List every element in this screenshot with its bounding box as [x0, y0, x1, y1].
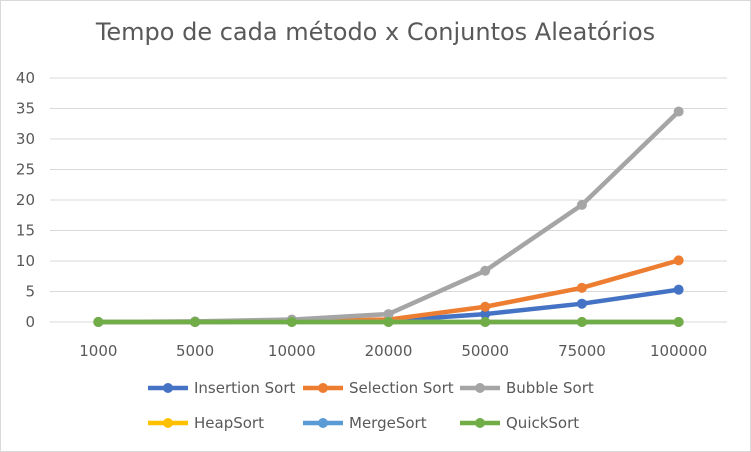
data-point	[576, 317, 587, 327]
legend-item: HeapSort	[148, 414, 264, 432]
x-tick-label: 100000	[650, 342, 707, 360]
legend-label: HeapSort	[194, 414, 264, 432]
x-tick-label: 1000	[79, 342, 117, 360]
y-tick-label: 25	[16, 161, 35, 179]
legend-marker	[163, 383, 173, 393]
x-tick-label: 50000	[461, 342, 509, 360]
y-tick-label: 0	[25, 313, 35, 331]
y-tick-label: 5	[25, 283, 35, 301]
data-point	[190, 317, 201, 327]
legend-label: Selection Sort	[349, 379, 454, 397]
series-group	[93, 106, 684, 327]
series-line	[96, 109, 681, 325]
legend-label: MergeSort	[349, 414, 427, 432]
data-point	[93, 317, 104, 327]
x-tick-label: 10000	[268, 342, 316, 360]
gridlines	[50, 77, 727, 323]
data-point	[383, 309, 394, 320]
x-axis-ticks: 1000 5000 10000 20000 50000 75000 100000	[79, 342, 707, 360]
legend-marker	[318, 383, 328, 393]
legend-item: MergeSort	[303, 414, 427, 432]
y-tick-label: 40	[16, 69, 35, 87]
x-tick-label: 5000	[176, 342, 214, 360]
legend-item: Bubble Sort	[460, 379, 594, 397]
data-point	[576, 199, 587, 210]
y-tick-label: 15	[16, 222, 35, 240]
data-point	[286, 317, 297, 327]
data-point	[673, 255, 684, 266]
legend-marker	[163, 418, 173, 428]
legend: Insertion Sort Selection Sort Bubble Sort H…	[148, 379, 594, 432]
legend-marker	[475, 418, 485, 428]
y-tick-label: 20	[16, 191, 35, 209]
x-tick-label: 75000	[558, 342, 606, 360]
x-tick-label: 20000	[365, 342, 413, 360]
legend-item: Insertion Sort	[148, 379, 296, 397]
data-point	[383, 317, 394, 327]
data-point	[673, 317, 684, 327]
data-point	[673, 284, 684, 295]
y-tick-label: 30	[16, 130, 35, 148]
y-axis-ticks: 0 5 10 15 20 25 30 35 40	[16, 69, 35, 331]
data-point	[480, 317, 491, 327]
data-point	[480, 301, 491, 312]
data-point	[480, 265, 491, 276]
legend-marker	[475, 383, 485, 393]
legend-label: Insertion Sort	[194, 379, 296, 397]
data-point	[576, 298, 587, 309]
legend-item: QuickSort	[460, 414, 579, 432]
series-bubble-sort	[93, 106, 684, 327]
y-tick-label: 35	[16, 100, 35, 118]
legend-item: Selection Sort	[303, 379, 454, 397]
data-point	[576, 282, 587, 293]
y-tick-label: 10	[16, 252, 35, 270]
data-point	[673, 106, 684, 117]
chart-title: Tempo de cada método x Conjuntos Aleatór…	[95, 18, 656, 46]
legend-label: Bubble Sort	[506, 379, 594, 397]
data-point	[480, 309, 491, 320]
series-quicksort	[93, 317, 684, 327]
legend-marker	[318, 418, 328, 428]
legend-label: QuickSort	[506, 414, 579, 432]
